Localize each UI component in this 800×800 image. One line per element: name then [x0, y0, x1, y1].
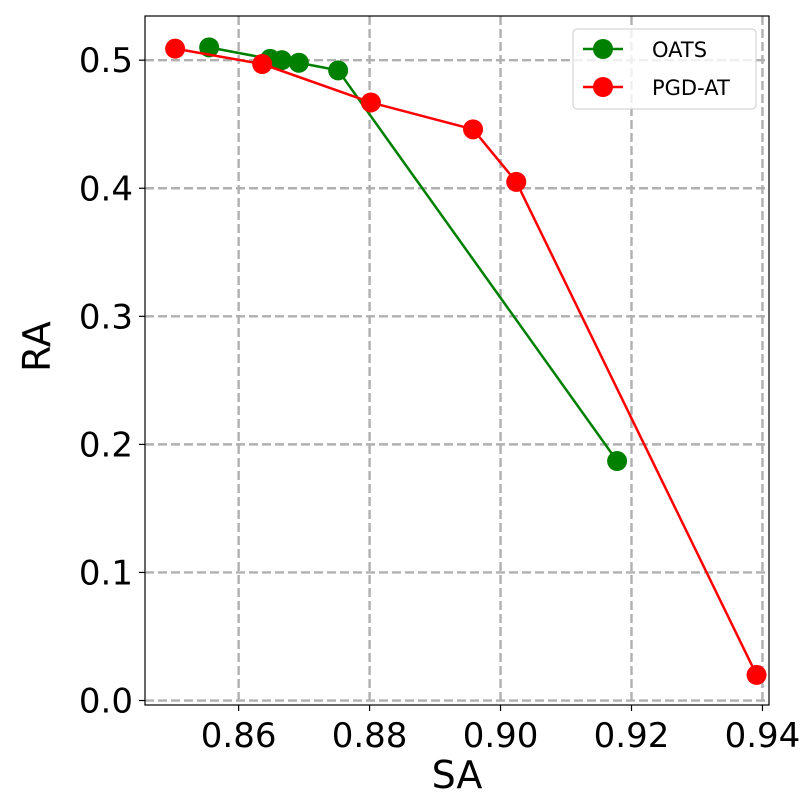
data-point-pgd-at: [746, 664, 767, 685]
legend: OATS PGD-AT: [572, 28, 757, 110]
data-point-pgd-at: [506, 171, 527, 192]
plot-frame: [144, 15, 770, 706]
data-point-oats: [271, 50, 292, 71]
y-tick-label: 0.4: [79, 169, 133, 209]
legend-label: PGD-AT: [652, 76, 730, 100]
x-axis-label: SA: [432, 753, 483, 797]
x-tick-label: 0.92: [594, 716, 670, 756]
x-tick-label: 0.94: [725, 716, 800, 756]
ticks: 0.86 0.88 0.90 0.92 0.94 0.0 0.1 0.2 0.3 0.4 0.5: [79, 41, 800, 756]
y-tick-label: 0.3: [79, 297, 133, 337]
data-point-oats: [288, 52, 309, 73]
series-line-oats: [208, 46, 619, 462]
legend-item-pgd-at: PGD-AT: [583, 76, 730, 100]
y-tick-label: 0.1: [79, 553, 133, 593]
data-point-pgd-at: [252, 54, 273, 75]
data-point-oats: [607, 451, 628, 472]
data-point-oats: [199, 37, 220, 58]
y-tick-label: 0.5: [79, 41, 133, 81]
legend-marker: [593, 77, 613, 97]
grid: [145, 16, 769, 705]
x-tick-label: 0.88: [332, 716, 408, 756]
data-point-pgd-at: [165, 38, 186, 59]
y-axis-label: RA: [15, 321, 59, 372]
series-oats: [199, 37, 628, 472]
data-point-pgd-at: [463, 119, 484, 140]
x-tick-label: 0.90: [463, 716, 539, 756]
data-point-pgd-at: [360, 92, 381, 113]
series-line-pgd-at: [174, 47, 758, 676]
data-point-oats: [328, 60, 349, 81]
y-tick-label: 0.0: [79, 682, 133, 722]
series-pgd-at: [165, 38, 767, 685]
y-tick-label: 0.2: [79, 425, 133, 465]
series-layer: [165, 37, 767, 685]
legend-label: OATS: [652, 38, 707, 62]
x-tick-label: 0.86: [201, 716, 277, 756]
legend-marker: [593, 39, 613, 59]
legend-item-oats: OATS: [583, 38, 707, 62]
